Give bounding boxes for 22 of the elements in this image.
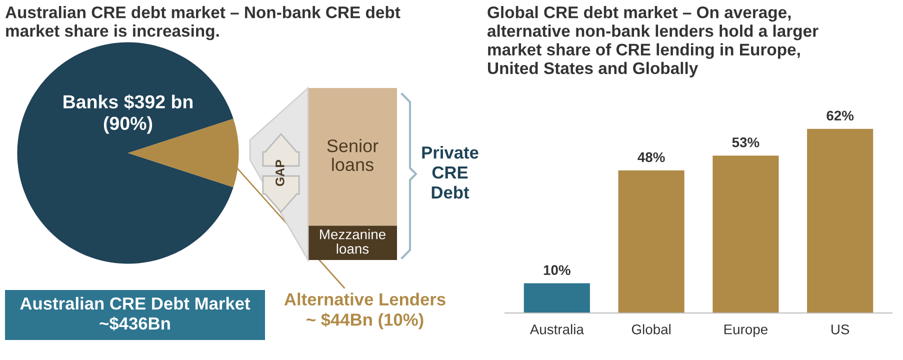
bar <box>807 128 874 313</box>
text: GAP <box>276 160 284 186</box>
series-label: Senior loans <box>327 138 378 172</box>
chart-title: Global CRE debt market – On average, alternative non-bank lenders hold a larger market share of CRE lending in Europe, United States and Globally <box>487 6 818 78</box>
data-label: 48% <box>638 152 665 162</box>
slice-label: Banks $392 bn (90%) <box>64 94 192 134</box>
x-tick-label: Global <box>632 324 670 334</box>
pie-slice <box>17 42 234 264</box>
x-tick-label: Australia <box>530 324 584 334</box>
series-label: Mezzanine loans <box>320 229 386 254</box>
x-tick-label: Europe <box>724 324 768 338</box>
x-tick-label: US <box>832 324 850 334</box>
slice-label: Alternative Lenders ~ $44Bn (10%) <box>284 292 446 330</box>
data-label: 10% <box>544 265 570 275</box>
text: Australian CRE Debt Market ~$436Bn <box>20 296 250 331</box>
bar <box>524 283 590 313</box>
data-label: 53% <box>732 137 760 148</box>
chart-title: Australian CRE debt market – Non-bank CRE debt market share is increasing. <box>5 6 400 40</box>
text: Private CRE Debt <box>422 146 478 199</box>
bar <box>712 156 779 313</box>
bar <box>618 170 684 313</box>
data-label: 62% <box>826 110 854 121</box>
